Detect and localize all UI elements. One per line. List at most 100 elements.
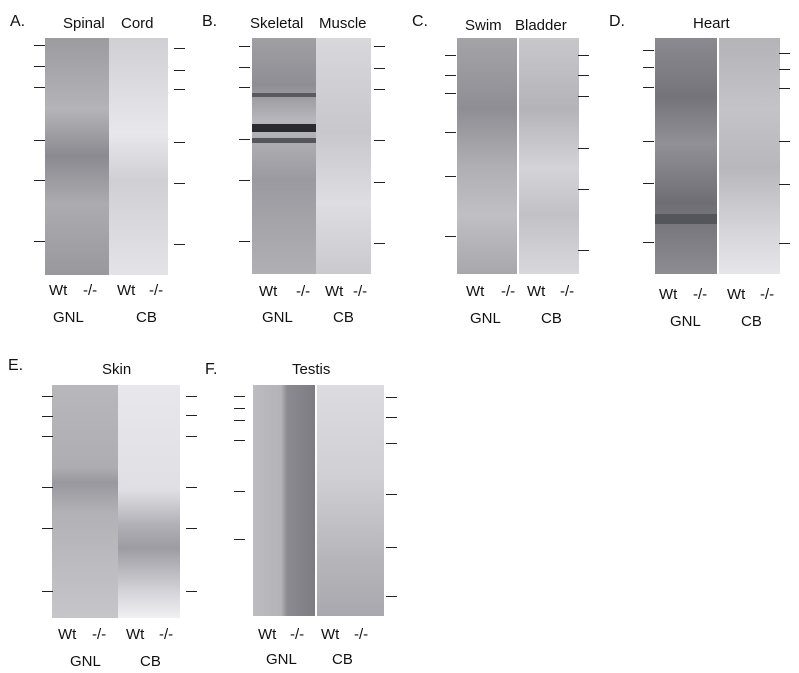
group-label-gnl: GNL [266,651,297,668]
panel-title-right: Cord [121,15,154,32]
ladder-tick [34,87,45,88]
ladder-tick [234,420,245,421]
ladder-tick [386,397,397,398]
panel-letter: E. [8,357,24,374]
group-label-gnl: GNL [262,309,293,326]
ladder-tick [186,436,197,437]
lane-label-left: Wt [259,283,278,300]
ladder-tick [779,53,790,54]
ladder-tick [445,132,456,133]
gnl-blot [457,38,517,274]
ladder-tick [779,184,790,185]
ladder-tick [174,244,185,245]
ladder-tick [186,487,197,488]
dark-band [252,124,316,132]
lane-label-right: -/- [290,626,305,643]
gel-image [655,38,780,274]
gnl-blot [52,385,118,618]
group-label-cb: CB [136,309,157,326]
ladder-tick [578,55,589,56]
group-label-gnl: GNL [53,309,84,326]
group-label-cb: CB [332,651,353,668]
ladder-tick [239,87,250,88]
lane-label-right: -/- [92,626,107,643]
ladder-tick [578,75,589,76]
ladder-tick [386,494,397,495]
lane-label-right: -/- [159,626,174,643]
ladder-tick [445,93,456,94]
ladder-tick [42,591,53,592]
ladder-tick [445,55,456,56]
lane-label-left: Wt [659,286,678,303]
gel-image [52,385,180,618]
ladder-tick [174,48,185,49]
ladder-tick [445,236,456,237]
ladder-tick [643,183,654,184]
gel-image [457,38,579,274]
ladder-tick [239,241,250,242]
group-label-gnl: GNL [70,653,101,670]
cb-blot [316,38,371,274]
panel-letter: A. [10,13,26,30]
ladder-tick [779,243,790,244]
ladder-tick [42,436,53,437]
ladder-tick [779,88,790,89]
ladder-tick [186,528,197,529]
ladder-tick [42,487,53,488]
panel-title: Testis [292,361,331,378]
ladder-tick [174,89,185,90]
lane-label-right: -/- [760,286,775,303]
ladder-tick [234,491,245,492]
ladder-tick [42,528,53,529]
cb-blot [719,38,780,274]
ladder-tick [34,180,45,181]
ladder-tick [386,596,397,597]
panel-title: Skin [102,361,132,378]
ladder-tick [643,87,654,88]
cb-blot [109,38,168,275]
ladder-tick [239,180,250,181]
panel-title-left: Spinal [63,15,105,32]
gel-image [252,38,371,274]
lane-label-left: Wt [321,626,340,643]
ladder-tick [445,75,456,76]
ladder-tick [374,140,385,141]
ladder-tick [234,440,245,441]
ladder-tick [186,591,197,592]
lane-label-right: -/- [501,283,516,300]
ladder-tick [234,408,245,409]
lane-label-left: Wt [49,282,68,299]
group-label-cb: CB [333,309,354,326]
ladder-tick [239,46,250,47]
lane-label-left: Wt [126,626,145,643]
panel-title-right: Muscle [319,15,367,32]
ladder-tick [779,141,790,142]
ladder-tick [174,70,185,71]
panel-letter: D. [609,13,625,30]
ladder-tick [643,242,654,243]
ladder-tick [578,96,589,97]
cb-blot [519,38,579,274]
group-label-cb: CB [741,313,762,330]
panel-title-left: Swim [465,17,502,34]
ladder-tick [374,68,385,69]
dark-band [252,138,316,143]
lane-label-right: -/- [83,282,98,299]
panel-letter: F. [205,361,218,378]
ladder-tick [34,66,45,67]
ladder-tick [42,396,53,397]
ladder-tick [779,69,790,70]
lane-label-right: -/- [560,283,575,300]
ladder-tick [234,396,245,397]
ladder-tick [386,417,397,418]
lane-label-right: -/- [353,283,368,300]
ladder-tick [174,183,185,184]
gnl-blot [655,38,717,274]
ladder-tick [386,443,397,444]
ladder-tick [386,547,397,548]
panel-title-left: Skeletal [250,15,304,32]
gnl-blot [252,38,316,274]
ladder-tick [643,67,654,68]
ladder-tick [374,243,385,244]
lane-label-right: -/- [296,283,311,300]
